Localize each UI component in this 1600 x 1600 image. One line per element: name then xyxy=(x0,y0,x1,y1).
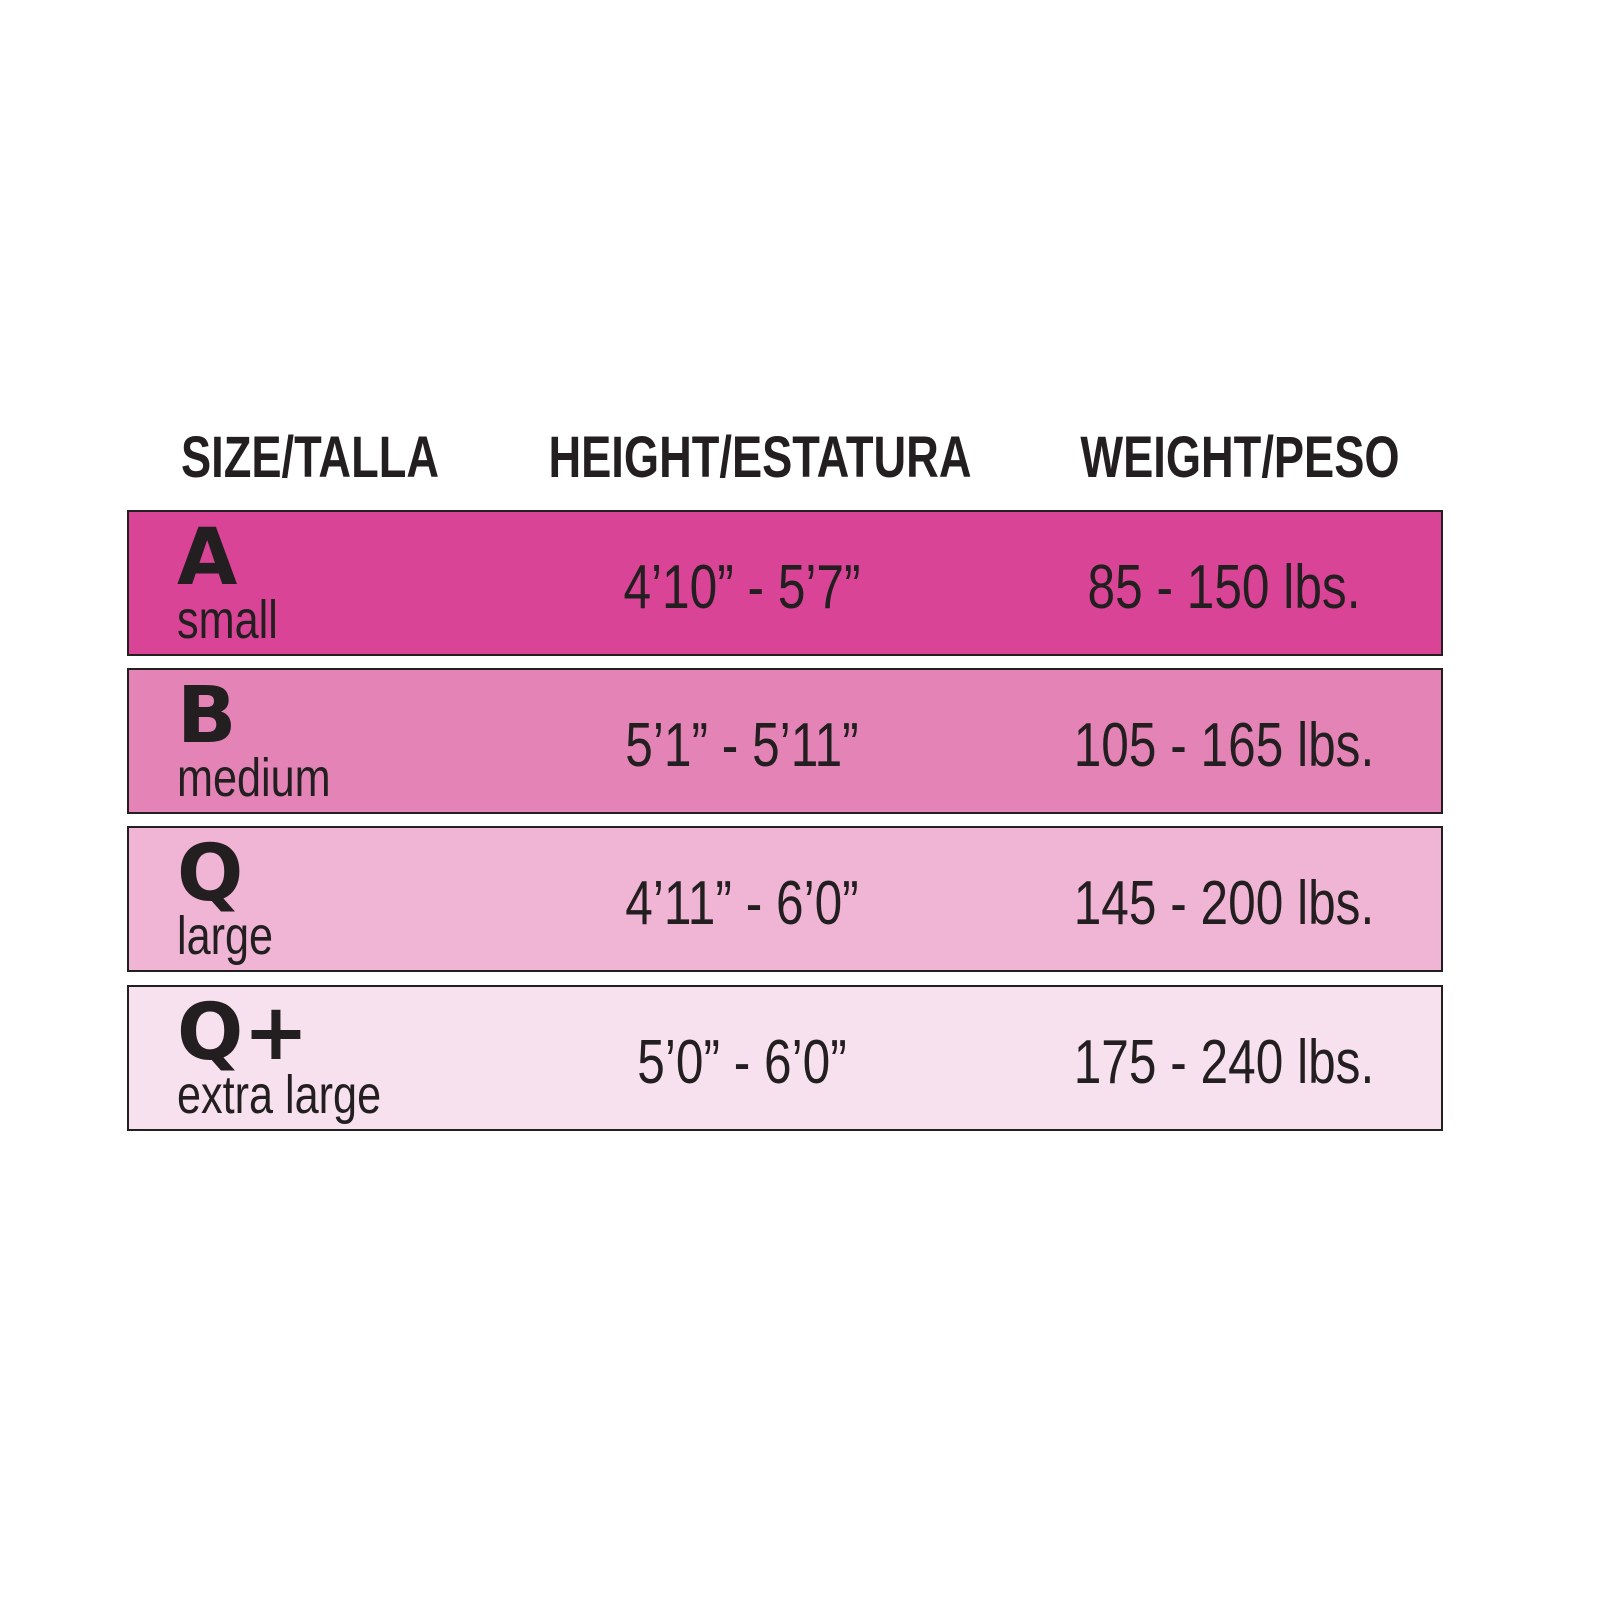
weight-range: 105 - 165 lbs. xyxy=(1073,711,1375,780)
header-weight: WEIGHT/PESO xyxy=(1080,425,1400,490)
weight-range: 145 - 200 lbs. xyxy=(1073,869,1375,938)
weight-range: 85 - 150 lbs. xyxy=(1087,553,1361,622)
header-size: SIZE/TALLA xyxy=(180,425,440,490)
weight-range: 175 - 240 lbs. xyxy=(1073,1028,1375,1097)
size-name: medium xyxy=(177,748,331,808)
size-letter: A xyxy=(177,513,238,603)
height-range: 4’11” - 6’0” xyxy=(625,869,859,938)
size-letter: Q xyxy=(177,829,244,919)
size-row: A small 4’10” - 5’7” 85 - 150 lbs. xyxy=(127,510,1443,656)
height-range: 4’10” - 5’7” xyxy=(623,553,861,622)
size-name: small xyxy=(177,590,278,650)
size-row: B medium 5’1” - 5’11” 105 - 165 lbs. xyxy=(127,668,1443,814)
size-row: Q+ extra large 5’0” - 6’0” 175 - 240 lbs… xyxy=(127,985,1443,1131)
height-range: 5’1” - 5’11” xyxy=(625,711,859,780)
size-name: extra large xyxy=(177,1065,382,1125)
size-letter: B xyxy=(177,671,237,761)
size-letter: Q+ xyxy=(177,988,309,1078)
height-range: 5’0” - 6’0” xyxy=(637,1028,847,1097)
size-name: large xyxy=(177,906,274,966)
header-height: HEIGHT/ESTATURA xyxy=(548,425,972,490)
size-row: Q large 4’11” - 6’0” 145 - 200 lbs. xyxy=(127,826,1443,972)
